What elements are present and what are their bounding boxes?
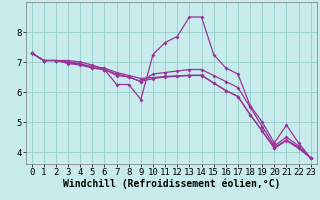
X-axis label: Windchill (Refroidissement éolien,°C): Windchill (Refroidissement éolien,°C) xyxy=(62,179,280,189)
